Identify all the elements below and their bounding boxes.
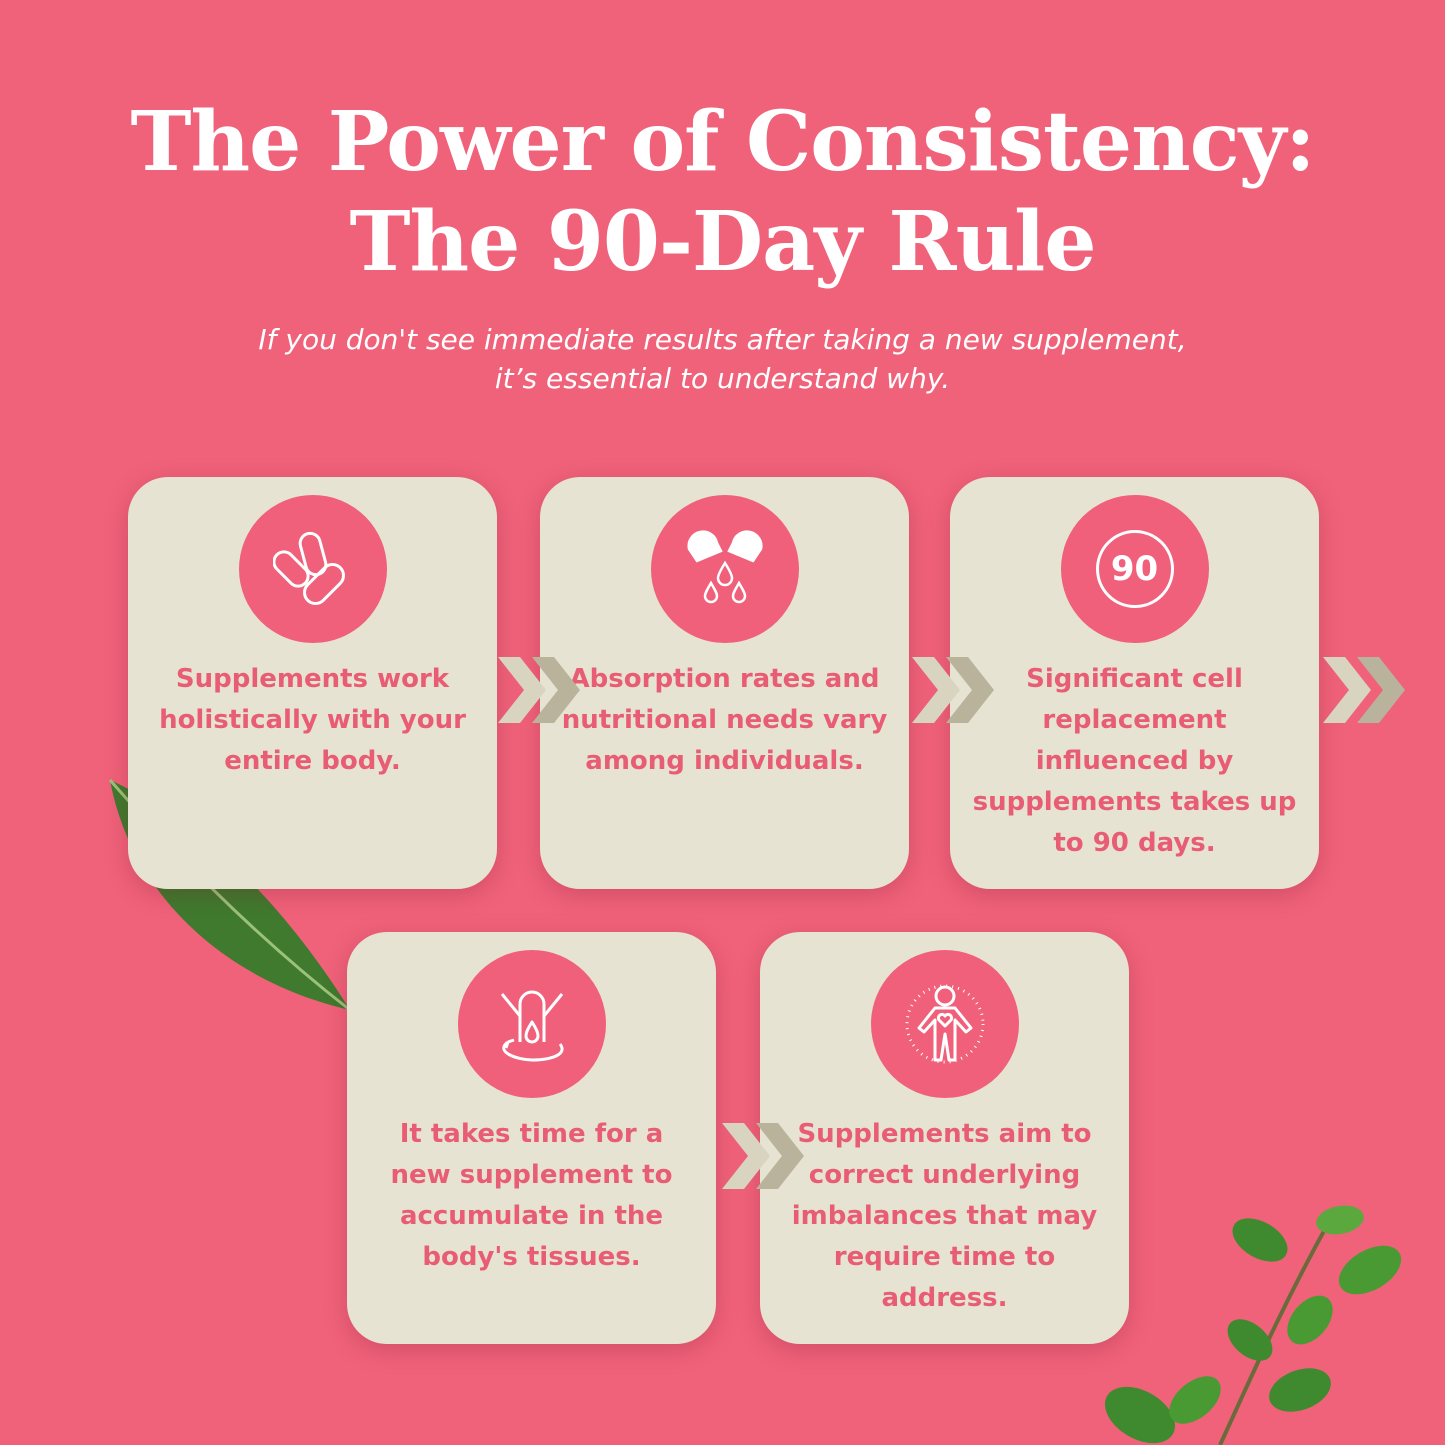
icon-circle	[238, 495, 387, 643]
card-accumulate: It takes time for a new supplement to ac…	[347, 932, 716, 1344]
body-heart-icon	[905, 984, 984, 1064]
icon-circle: 90	[1060, 495, 1209, 643]
card-cell-replacement: 90 Significant cell replacement influenc…	[950, 477, 1319, 889]
chevron-arrow-icon	[498, 657, 580, 723]
card-imbalances: Supplements aim to correct underlying im…	[760, 932, 1129, 1344]
card-absorption: Absorption rates and nutritional needs v…	[540, 477, 909, 889]
subtitle-line-1: If you don't see immediate results after…	[258, 323, 1187, 356]
icon-circle	[870, 950, 1019, 1098]
capsule-drops-icon	[686, 530, 763, 604]
chevron-arrow-icon	[912, 657, 994, 723]
body-absorption-icon	[500, 990, 563, 1062]
page-title: The Power of Consistency: The 90-Day Rul…	[0, 92, 1445, 292]
ninety-badge-icon: 90	[1095, 530, 1174, 608]
card-text: Supplements aim to correct underlying im…	[791, 1119, 1098, 1313]
chevron-arrow-icon	[722, 1123, 804, 1189]
title-line-2: The 90-Day Rule	[349, 194, 1096, 290]
card-holistic: Supplements work holistically with your …	[128, 477, 497, 889]
icon-circle	[650, 495, 799, 643]
card-text: Significant cell replacement influenced …	[972, 664, 1297, 858]
subtitle-line-2: it’s essential to understand why.	[494, 362, 951, 395]
badge-number: 90	[1110, 549, 1159, 589]
subtitle: If you don't see immediate results after…	[0, 320, 1445, 398]
card-text: Supplements work holistically with your …	[159, 664, 466, 776]
icon-circle	[457, 950, 606, 1098]
chevron-arrow-icon	[1323, 657, 1405, 723]
title-line-1: The Power of Consistency:	[130, 94, 1315, 190]
card-text: Absorption rates and nutritional needs v…	[561, 664, 888, 776]
card-text: It takes time for a new supplement to ac…	[390, 1119, 673, 1272]
branch-decoration	[1104, 1205, 1402, 1445]
pills-icon	[272, 531, 345, 605]
